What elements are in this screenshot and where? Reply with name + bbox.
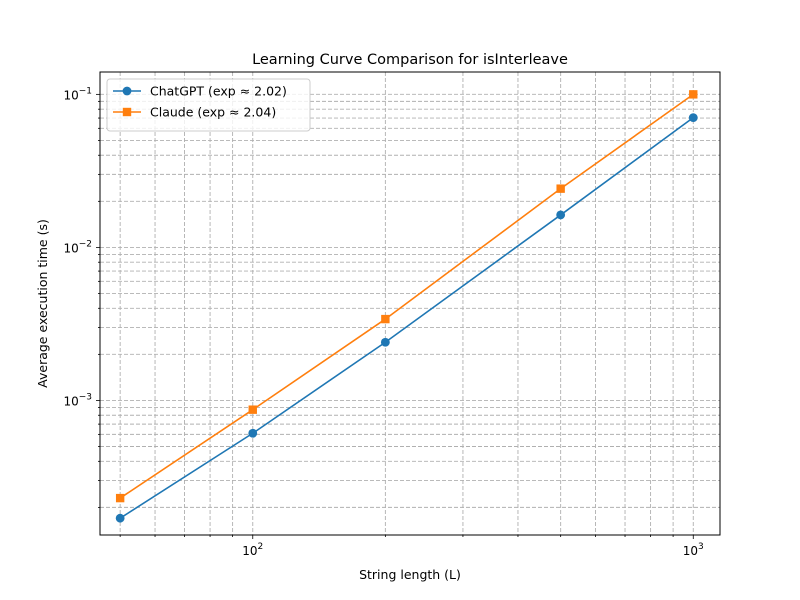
chart-title: Learning Curve Comparison for isInterlea… [252,52,568,68]
legend-label: ChatGPT (exp ≈ 2.02) [150,84,287,99]
y-tick-label: 10−2 [63,239,92,255]
x-axis-label: String length (L) [359,567,461,582]
data-point [556,210,566,220]
data-point [248,428,258,438]
legend-label: Claude (exp ≈ 2.04) [150,105,276,120]
series-layer [115,90,698,523]
ticks: 102 103 10−3 10−2 10−1 [63,86,703,558]
data-point [115,513,125,523]
y-tick-label: 10−3 [63,392,92,408]
plot-frame [99,71,721,536]
legend-item: ChatGPT (exp ≈ 2.02) [113,84,287,99]
legend-item: Claude (exp ≈ 2.04) [113,105,276,120]
data-point [381,314,390,324]
series-2 [115,90,698,503]
y-axis-label: Average execution time (s) [35,219,50,388]
legend-marker [122,86,132,96]
x-tick-label: 102 [242,542,263,558]
data-point [380,337,390,347]
x-tick-label: 103 [683,542,704,558]
series-1 [115,113,698,523]
data-point [689,90,698,99]
data-point [115,493,125,503]
data-point [688,113,698,122]
grid [100,72,720,535]
y-tick-label: 10−1 [63,86,92,102]
legend: ChatGPT (exp ≈ 2.02) Claude (exp ≈ 2.04) [106,78,311,132]
data-point [248,405,257,414]
legend-box [106,78,311,132]
legend-marker [122,107,132,117]
data-point [556,184,565,193]
